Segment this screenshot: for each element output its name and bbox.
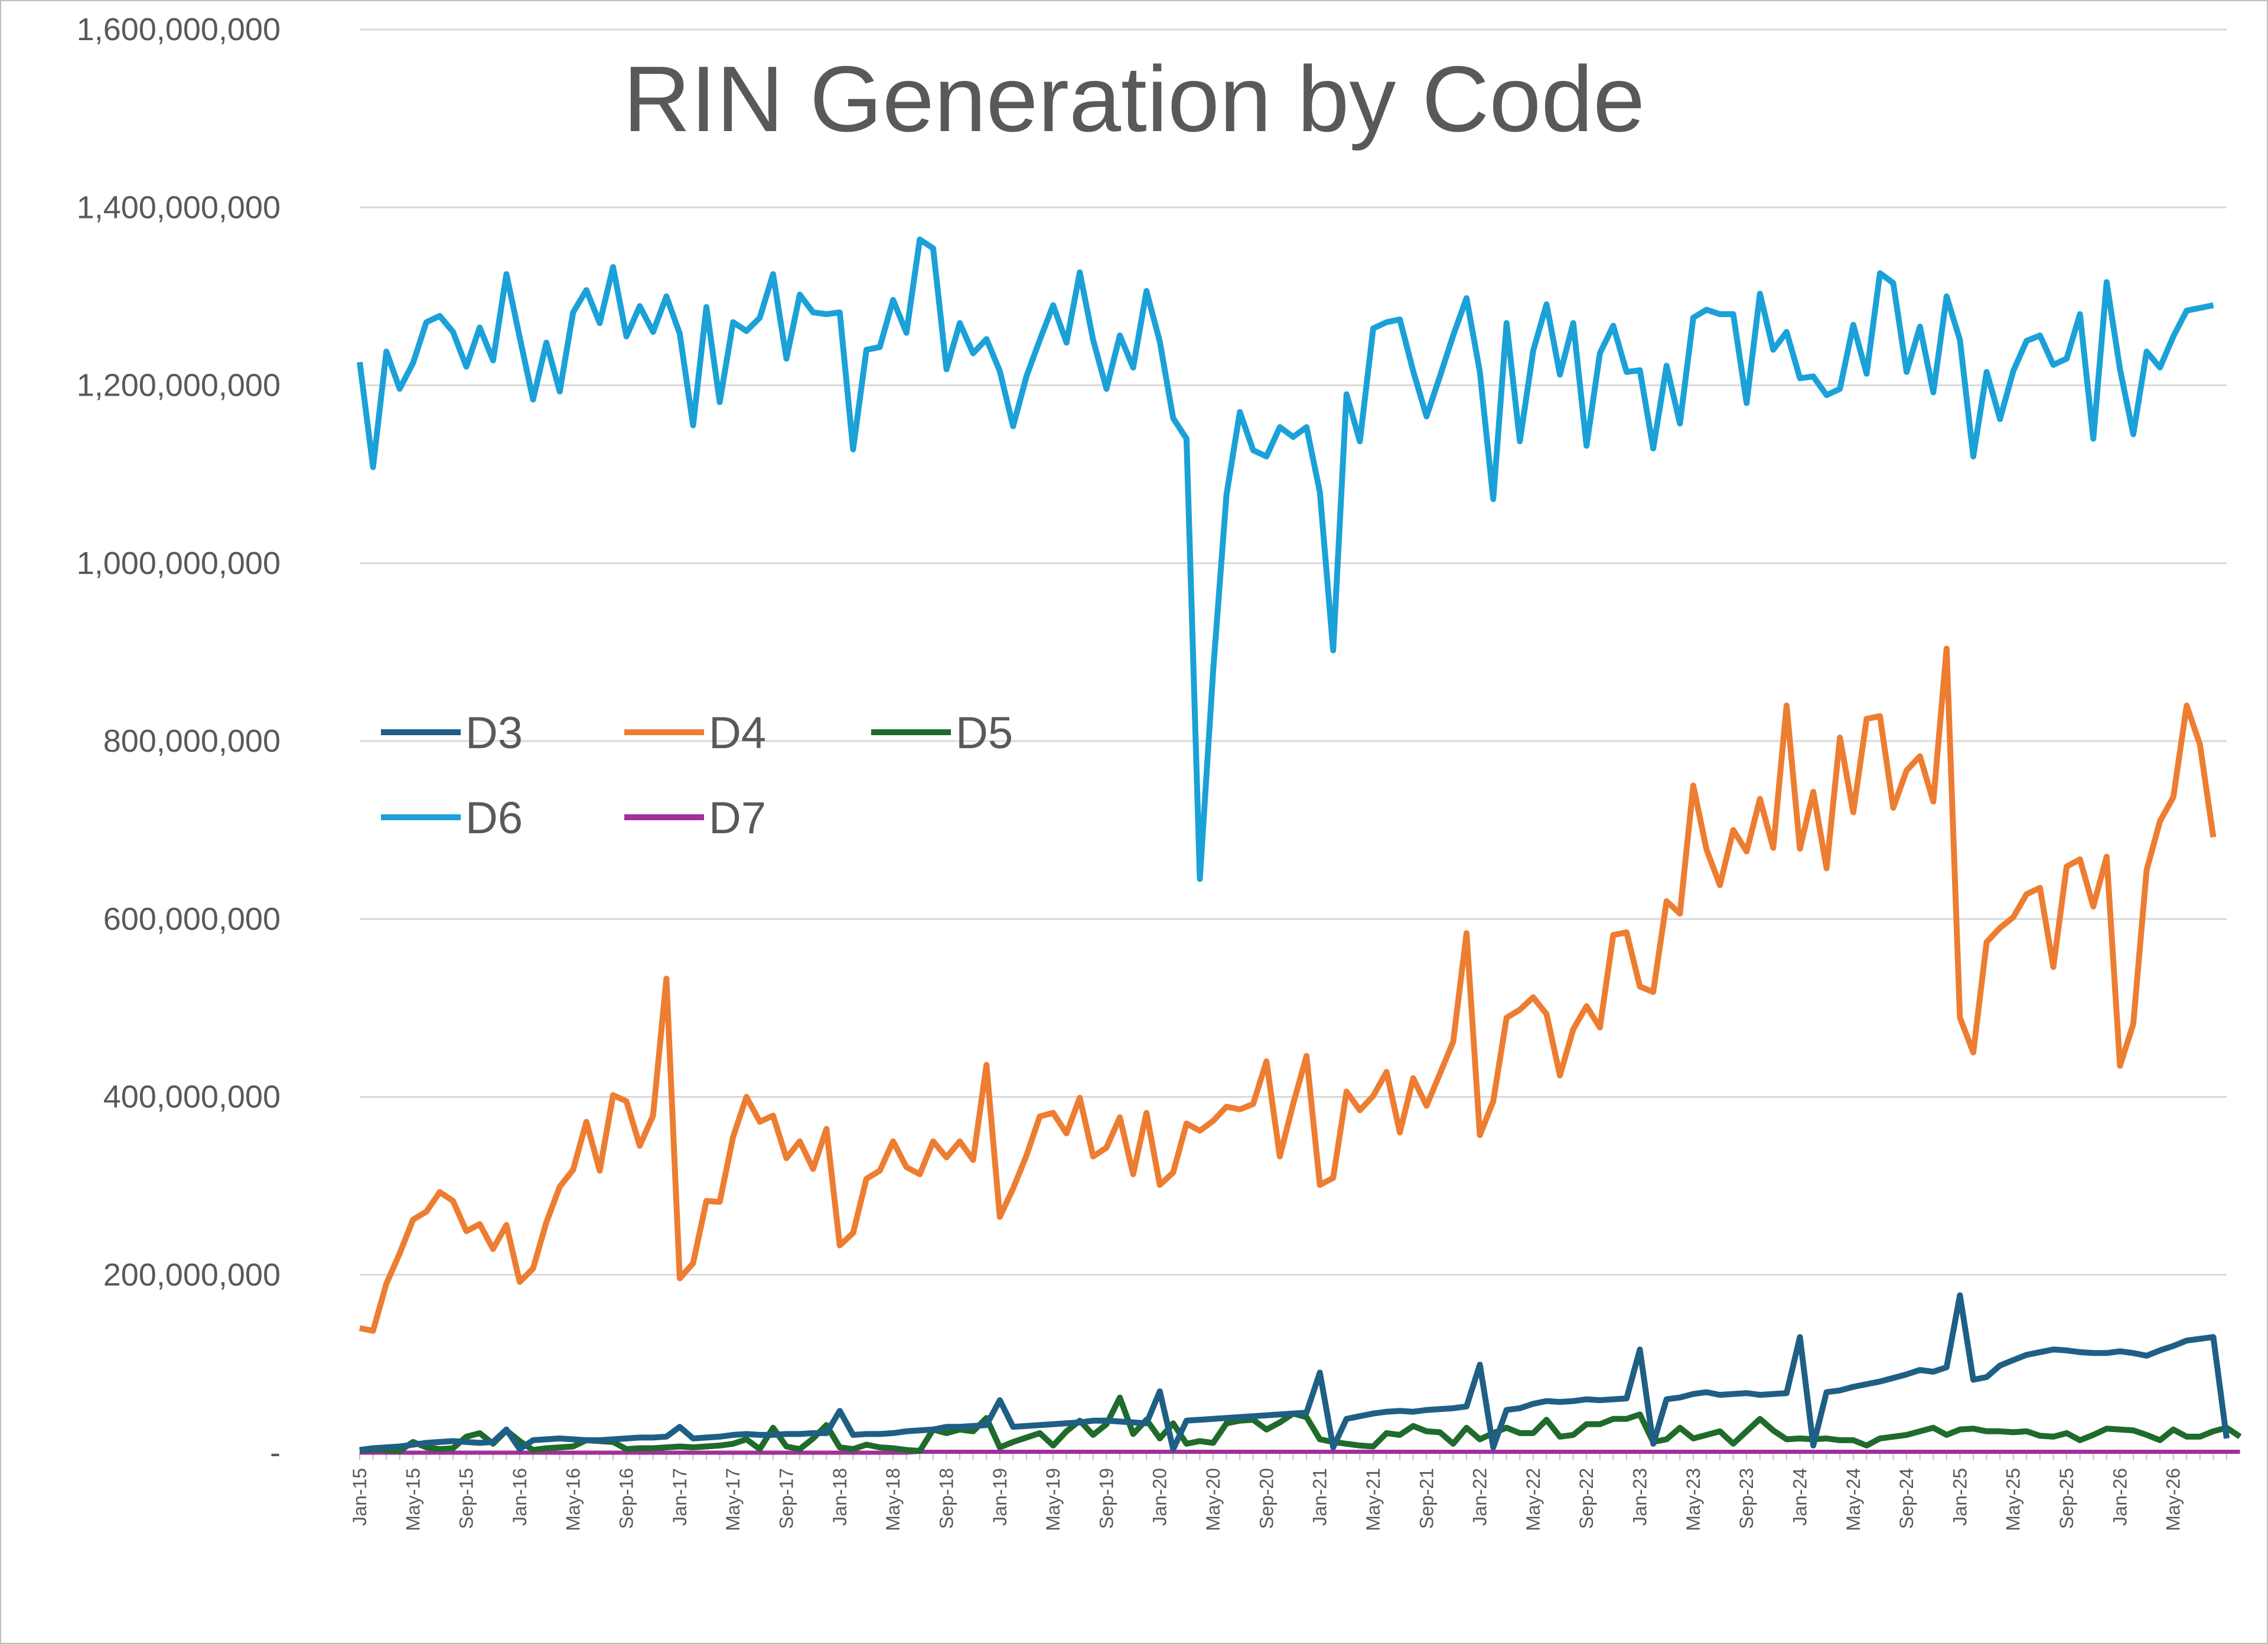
legend-label: D3 (465, 708, 523, 758)
x-tick-label: Jan-15 (349, 1468, 370, 1526)
x-tick-label: May-16 (562, 1468, 584, 1531)
y-tick-label: 200,000,000 (103, 1257, 281, 1293)
y-tick-label: 800,000,000 (103, 723, 281, 759)
series-line-d3 (359, 1292, 2230, 1453)
series-lines (357, 236, 2242, 1455)
y-tick-label: 1,000,000,000 (77, 546, 281, 581)
x-tick-label: May-18 (882, 1468, 904, 1531)
legend-label: D5 (956, 708, 1013, 758)
legend-item-d4: D4 (624, 708, 766, 758)
x-tick-label: Sep-24 (1896, 1468, 1917, 1529)
legend-item-d5: D5 (871, 708, 1013, 758)
x-tick-label: Sep-15 (456, 1468, 477, 1529)
series-line-d5 (359, 1394, 2242, 1454)
x-tick-label: Sep-20 (1256, 1468, 1277, 1529)
x-tick-label: May-15 (402, 1468, 423, 1531)
legend-item-d7: D7 (624, 793, 766, 843)
x-tick-label: Sep-19 (1096, 1468, 1117, 1529)
x-tick-label: Sep-22 (1576, 1468, 1597, 1529)
series-line-d4 (359, 645, 2217, 1334)
x-tick-label: May-23 (1683, 1468, 1704, 1531)
x-tick-label: May-26 (2163, 1468, 2184, 1531)
y-tick-label: 400,000,000 (103, 1079, 281, 1115)
x-tick-label: Jan-18 (829, 1468, 850, 1526)
legend-item-d6: D6 (381, 793, 523, 843)
x-tick-label: Jan-25 (1949, 1468, 1970, 1526)
x-tick-label: Jan-23 (1630, 1468, 1651, 1526)
x-tick-label: Jan-24 (1789, 1468, 1810, 1526)
series-line-d7 (360, 1450, 2240, 1455)
x-tick-label: Jan-26 (2109, 1468, 2130, 1526)
x-tick-label: Jan-17 (669, 1468, 690, 1526)
legend-label: D7 (709, 793, 766, 843)
legend: D3 D4 D5 D6 D7 (381, 708, 1013, 843)
x-tick-label: Jan-16 (509, 1468, 530, 1526)
x-tick-label: May-17 (722, 1468, 744, 1531)
x-tick-label: May-22 (1523, 1468, 1544, 1531)
legend-label: D4 (709, 708, 766, 758)
y-tick-label: 600,000,000 (103, 901, 281, 937)
x-axis-ticks: Jan-15 May-15 Sep-15 Jan-16 May-16 Sep-16 Jan-… (349, 1468, 2184, 1531)
x-tick-label: May-19 (1042, 1468, 1064, 1531)
x-tick-label: May-20 (1203, 1468, 1224, 1531)
x-tick-label: May-24 (1843, 1468, 1864, 1531)
y-tick-label: 1,200,000,000 (77, 368, 281, 403)
x-tick-label: May-21 (1363, 1468, 1384, 1531)
legend-label: D6 (465, 793, 523, 843)
chart-title: RIN Generation by Code (623, 47, 1645, 151)
x-tick-label: Sep-16 (616, 1468, 637, 1529)
x-tick-label: Sep-17 (776, 1468, 797, 1529)
y-tick-label: 1,600,000,000 (77, 12, 281, 47)
x-tick-label: Sep-23 (1736, 1468, 1757, 1529)
x-tick-label: May-25 (2003, 1468, 2024, 1531)
x-tick-label: Sep-21 (1416, 1468, 1437, 1529)
x-tick-label: Sep-25 (2056, 1468, 2077, 1529)
y-tick-label: - (270, 1435, 281, 1470)
series-line-d6 (357, 236, 2214, 882)
x-tick-label: Jan-22 (1469, 1468, 1491, 1526)
y-axis-ticks: - 200,000,000 400,000,000 600,000,000 800,00… (77, 12, 281, 1470)
y-tick-label: 1,400,000,000 (77, 190, 281, 225)
x-tick-label: Jan-21 (1309, 1468, 1331, 1526)
legend-item-d3: D3 (381, 708, 523, 758)
x-tick-label: Sep-18 (936, 1468, 957, 1529)
x-tick-label: Jan-20 (1149, 1468, 1171, 1526)
x-tick-label: Jan-19 (989, 1468, 1011, 1526)
